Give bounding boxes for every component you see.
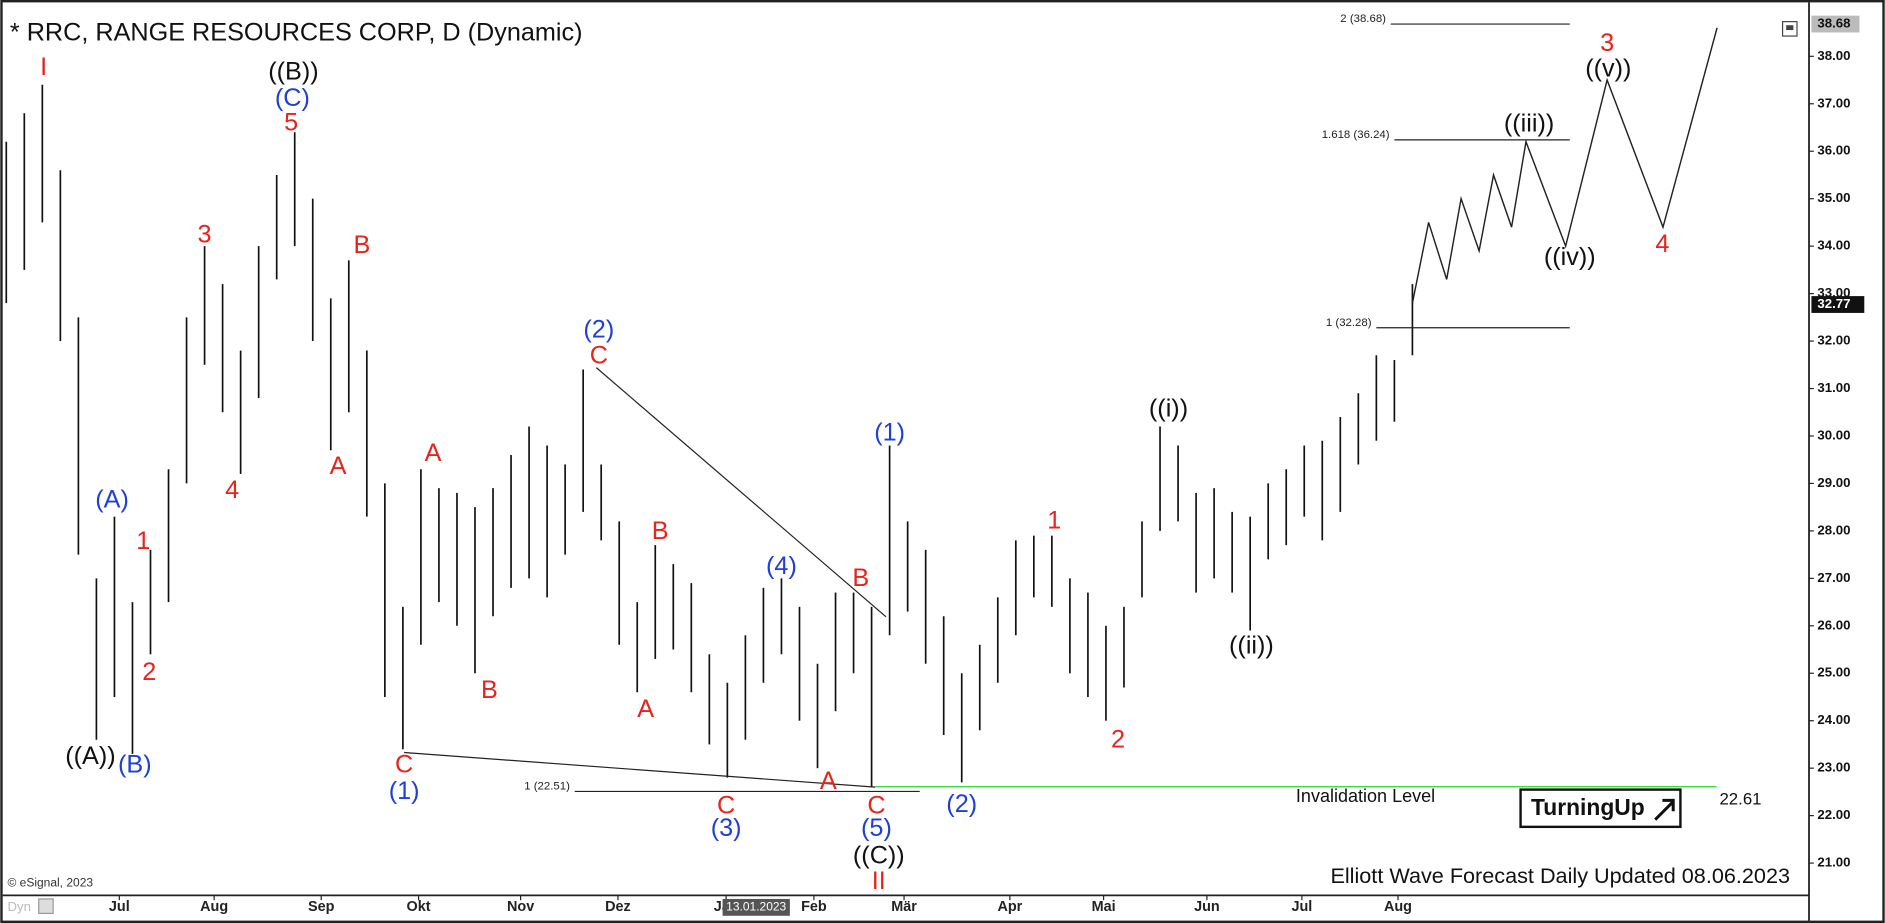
wave-label: 1 — [1047, 507, 1061, 535]
fib-label: 1 (22.51) — [524, 781, 570, 793]
wave-label: ((C)) — [853, 842, 905, 870]
y-tick-label: 31.00 — [1817, 380, 1850, 395]
y-tick-label: 37.00 — [1817, 95, 1850, 110]
wave-label: (2) — [583, 315, 614, 343]
dyn-label: Dyn — [7, 899, 31, 914]
last-price-box — [1811, 296, 1865, 313]
invalidation-value: 22.61 — [1719, 789, 1761, 808]
wave-label: ((B)) — [268, 58, 318, 86]
y-tick-label: 21.00 — [1817, 855, 1850, 870]
y-tick-label: 36.00 — [1817, 143, 1850, 158]
logo-box — [1519, 788, 1682, 829]
wave-label: C — [867, 791, 885, 819]
axis-marker-label: 38.68 — [1817, 16, 1850, 31]
x-tick-label: Feb — [801, 899, 827, 915]
wave-label: ((i)) — [1149, 395, 1188, 423]
wave-label: (A) — [95, 486, 129, 514]
axis-marker-box — [1811, 15, 1860, 33]
x-tick-label: Apr — [997, 899, 1022, 915]
x-tick-label: Jul — [109, 899, 130, 915]
wave-label: I — [40, 53, 47, 81]
fib-label: 1 (32.28) — [1326, 317, 1372, 329]
logo-arrow — [1654, 798, 1675, 821]
wave-label: C — [395, 750, 413, 778]
wave-label: (4) — [766, 552, 797, 580]
x-tick-label: Nov — [507, 899, 534, 915]
y-tick-label: 38.00 — [1817, 48, 1850, 63]
x-tick-label: Sep — [308, 899, 335, 915]
wave-label: 1 — [136, 527, 150, 555]
y-tick-label: 28.00 — [1817, 522, 1850, 537]
wave-label: B — [354, 231, 371, 259]
x-tick-label: Dez — [605, 899, 631, 915]
window-icon-inner — [1786, 25, 1794, 31]
wave-label: II — [872, 867, 886, 895]
x-tick-label: Mai — [1092, 899, 1116, 915]
wave-label: ((iii)) — [1504, 109, 1554, 137]
wave-label: ((iv)) — [1544, 243, 1596, 271]
cursor-date-box — [722, 898, 790, 916]
x-tick-label: Jun — [1194, 899, 1220, 915]
wave-label: (3) — [711, 814, 742, 842]
y-tick-label: 25.00 — [1817, 665, 1850, 680]
y-tick-label: 22.00 — [1817, 807, 1850, 822]
wave-label: 4 — [1655, 230, 1669, 258]
fib-label: 2 (38.68) — [1340, 13, 1386, 25]
y-tick-label: 34.00 — [1817, 238, 1850, 253]
x-tick-label: Mär — [891, 899, 917, 915]
y-tick-label: 32.00 — [1817, 333, 1850, 348]
y-tick-label: 24.00 — [1817, 712, 1850, 727]
wave-label: B — [481, 676, 498, 704]
wave-label: (B) — [118, 750, 152, 778]
wave-label: 3 — [198, 220, 212, 248]
wave-label: A — [330, 452, 347, 480]
wave-label: 4 — [225, 476, 239, 504]
y-tick-label: 29.00 — [1817, 475, 1850, 490]
y-tick-label: 26.00 — [1817, 617, 1850, 632]
x-tick-label: Aug — [200, 899, 228, 915]
wave-label: A — [425, 439, 442, 467]
x-tick-label: Okt — [407, 899, 431, 915]
x-tick-label: Jul — [1291, 899, 1312, 915]
wave-label: (2) — [946, 790, 977, 818]
logo-text: TurningUp — [1531, 794, 1645, 820]
invalidation-label: Invalidation Level — [1296, 786, 1435, 806]
wave-label: C — [717, 791, 735, 819]
footer-note: Elliott Wave Forecast Daily Updated 08.0… — [1330, 863, 1790, 888]
wave-label: ((A)) — [65, 742, 115, 770]
y-tick-label: 23.00 — [1817, 760, 1850, 775]
wave-label: ((ii)) — [1229, 631, 1274, 659]
copyright: © eSignal, 2023 — [7, 876, 93, 890]
wave-label: 2 — [142, 658, 156, 686]
trendline — [595, 367, 887, 618]
wave-label: A — [637, 695, 654, 723]
wave-label: ((v)) — [1585, 54, 1631, 82]
fib-label: 1.618 (36.24) — [1322, 129, 1390, 141]
cursor-date: 13.01.2023 — [726, 900, 786, 914]
y-tick-label: 30.00 — [1817, 427, 1850, 442]
wave-label: B — [852, 564, 869, 592]
y-tick-label: 27.00 — [1817, 570, 1850, 585]
chart-title: * RRC, RANGE RESOURCES CORP, D (Dynamic) — [10, 18, 583, 46]
wave-label: B — [652, 517, 669, 545]
wave-label: 3 — [1600, 29, 1614, 57]
last-price-label: 32.77 — [1817, 296, 1850, 311]
wave-label: (5) — [861, 814, 892, 842]
y-tick-label: 35.00 — [1817, 190, 1850, 205]
x-tick-label: Aug — [1384, 899, 1412, 915]
wave-label: (C) — [275, 84, 310, 112]
trendline — [404, 751, 876, 788]
wave-label: 5 — [284, 108, 298, 136]
wave-label: C — [590, 341, 608, 369]
wave-label: (1) — [389, 777, 420, 805]
forecast-path — [1411, 27, 1718, 304]
wave-label: 2 — [1111, 725, 1125, 753]
corner-icon — [38, 898, 54, 914]
wave-label: (1) — [874, 419, 905, 447]
wave-label: A — [820, 767, 837, 795]
